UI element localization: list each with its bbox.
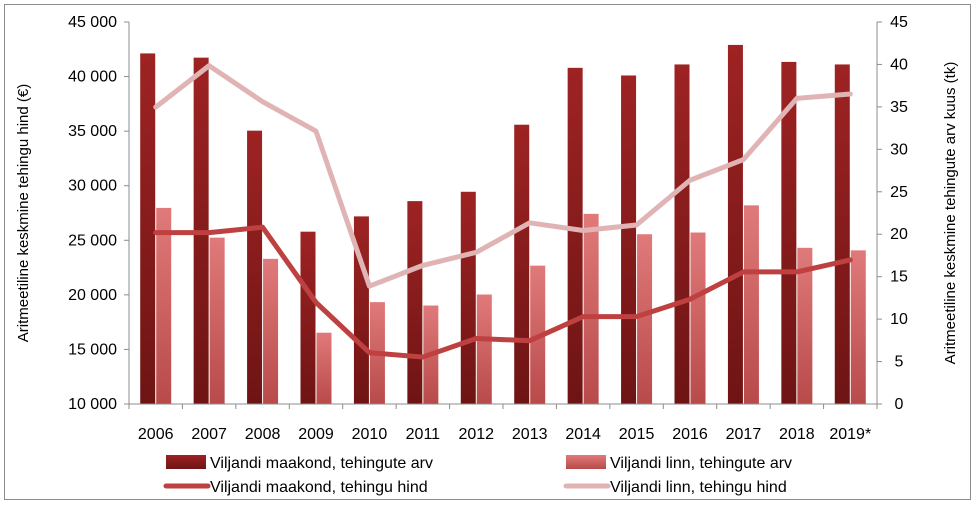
x-tick-label: 2006: [138, 426, 174, 443]
x-tick-label: 2019*: [829, 426, 871, 443]
y-tick-right-label: 30: [890, 141, 908, 158]
bar-linn-arv-2018: [797, 247, 813, 404]
bar-linn-arv-2008: [263, 258, 279, 404]
bar-maakond-arv-2014: [567, 67, 583, 404]
bar-linn-arv-2009: [316, 332, 332, 404]
bar-linn-arv-2016: [690, 232, 706, 404]
y-tick-right-label: 0: [895, 396, 904, 413]
x-tick-label: 2016: [672, 426, 708, 443]
line-maakond-hind: [153, 224, 853, 360]
x-tick-label: 2012: [458, 426, 494, 443]
legend-label-2: Viljandi maakond, tehingu hind: [210, 479, 428, 496]
y-tick-right-label: 35: [890, 99, 908, 116]
bar-linn-arv-2006: [156, 207, 172, 404]
bar-maakond-arv-2013: [514, 124, 530, 405]
bar-maakond-arv-2010: [353, 216, 369, 404]
y-tick-right-label: 45: [890, 14, 908, 31]
x-tick-label: 2008: [245, 426, 281, 443]
bar-linn-arv-2017: [743, 205, 759, 404]
x-tick-label: 2018: [779, 426, 815, 443]
y-tick-right-label: 25: [890, 184, 908, 201]
y-tick-left-label: 40 000: [68, 69, 117, 86]
x-tick-label: 2009: [298, 426, 334, 443]
y-axis-left-title: Aritmeetiline keskmine tehingu hind (€): [15, 84, 32, 342]
y-tick-left-label: 25 000: [68, 232, 117, 249]
y-tick-right-label: 10: [890, 311, 908, 328]
legend-swatch-0: [166, 455, 206, 469]
y-tick-right-label: 40: [890, 56, 908, 73]
x-tick-label: 2011: [406, 426, 441, 443]
bar-linn-arv-2019: [850, 250, 866, 404]
y-tick-right-label: 20: [890, 226, 908, 243]
bar-maakond-arv-2019: [834, 64, 850, 404]
y-tick-left-label: 10 000: [68, 396, 117, 413]
bar-linn-arv-2007: [209, 237, 225, 404]
bar-linn-arv-2012: [476, 294, 492, 404]
y-tick-left-label: 20 000: [68, 287, 117, 304]
legend-label-1: Viljandi linn, tehingute arv: [610, 455, 792, 472]
y-tick-left-label: 35 000: [68, 123, 117, 140]
y-tick-left-label: 15 000: [68, 341, 117, 358]
y-tick-right-label: 5: [895, 354, 904, 371]
bar-maakond-arv-2015: [621, 75, 637, 404]
bar-linn-arv-2014: [583, 213, 599, 404]
bar-maakond-arv-2006: [140, 53, 156, 405]
y-axis-right-title: Aritmeetiline keskmine tehingute arv kuu…: [942, 62, 959, 365]
bar-maakond-arv-2009: [300, 231, 316, 404]
y-tick-right-label: 15: [890, 269, 908, 286]
x-tick-label: 2007: [191, 426, 227, 443]
line-linn-hind: [153, 63, 853, 289]
x-tick-label: 2015: [619, 426, 655, 443]
x-tick-label: 2014: [565, 426, 601, 443]
y-tick-left-label: 45 000: [68, 14, 117, 31]
legend-label-0: Viljandi maakond, tehingute arv: [210, 455, 433, 472]
legend-swatch-1: [566, 455, 606, 469]
bar-maakond-arv-2016: [674, 64, 690, 404]
bar-maakond-arv-2018: [781, 61, 797, 405]
bar-maakond-arv-2012: [460, 191, 476, 404]
y-tick-left-label: 30 000: [68, 178, 117, 195]
x-tick-label: 2010: [352, 426, 388, 443]
bar-maakond-arv-2008: [247, 130, 263, 404]
bar-linn-arv-2015: [637, 234, 653, 404]
legend-label-3: Viljandi linn, tehingu hind: [610, 479, 787, 496]
bar-maakond-arv-2017: [727, 44, 743, 405]
bar-maakond-arv-2011: [407, 201, 423, 404]
x-tick-label: 2013: [512, 426, 548, 443]
x-tick-label: 2017: [726, 426, 762, 443]
